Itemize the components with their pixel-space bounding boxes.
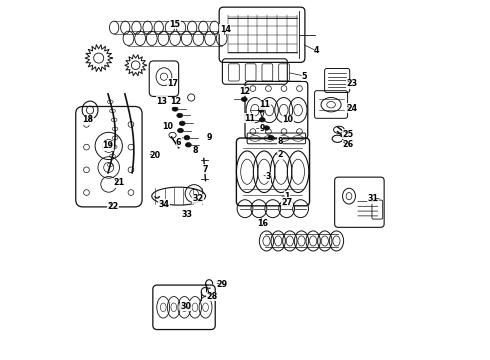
Text: 10: 10 [283, 115, 294, 124]
Text: 22: 22 [107, 202, 119, 211]
Text: 30: 30 [180, 302, 191, 311]
Text: 23: 23 [346, 80, 357, 89]
Text: 10: 10 [162, 122, 173, 131]
Text: 33: 33 [181, 210, 193, 219]
Text: 29: 29 [216, 280, 227, 289]
Ellipse shape [258, 108, 264, 112]
Ellipse shape [259, 118, 265, 122]
Text: 34: 34 [159, 200, 170, 209]
Text: 25: 25 [343, 130, 354, 139]
Text: 6: 6 [176, 138, 181, 147]
Text: 16: 16 [257, 219, 268, 228]
Text: 32: 32 [192, 194, 203, 203]
Ellipse shape [264, 126, 270, 130]
Text: 17: 17 [167, 79, 178, 88]
Text: 1: 1 [285, 192, 290, 201]
Text: 8: 8 [277, 137, 283, 146]
Text: 9: 9 [260, 123, 265, 132]
Text: 13: 13 [156, 96, 167, 105]
Text: 26: 26 [343, 140, 354, 149]
Ellipse shape [177, 129, 183, 133]
Text: 14: 14 [220, 25, 231, 34]
Text: 15: 15 [170, 19, 181, 28]
Text: 19: 19 [102, 141, 114, 150]
Text: 5: 5 [301, 72, 307, 81]
Text: 3: 3 [266, 172, 271, 181]
Text: 11: 11 [259, 100, 270, 109]
Text: 4: 4 [314, 46, 319, 55]
Ellipse shape [242, 97, 247, 102]
Ellipse shape [177, 113, 183, 118]
Ellipse shape [268, 135, 274, 140]
Text: 31: 31 [368, 194, 379, 203]
Text: 8: 8 [193, 146, 198, 155]
Text: 2: 2 [277, 150, 283, 159]
Ellipse shape [179, 121, 185, 126]
Text: 18: 18 [82, 115, 94, 124]
Ellipse shape [186, 143, 191, 147]
Text: 20: 20 [149, 151, 160, 160]
Text: 12: 12 [239, 86, 250, 95]
Text: 9: 9 [206, 133, 212, 142]
Text: 21: 21 [113, 178, 124, 187]
Text: 11: 11 [244, 114, 255, 123]
Ellipse shape [184, 135, 190, 140]
Text: 28: 28 [206, 292, 218, 301]
Text: 27: 27 [282, 198, 293, 207]
Text: 12: 12 [171, 97, 182, 106]
Text: 7: 7 [203, 165, 208, 174]
Ellipse shape [172, 107, 178, 111]
Text: 24: 24 [346, 104, 357, 113]
